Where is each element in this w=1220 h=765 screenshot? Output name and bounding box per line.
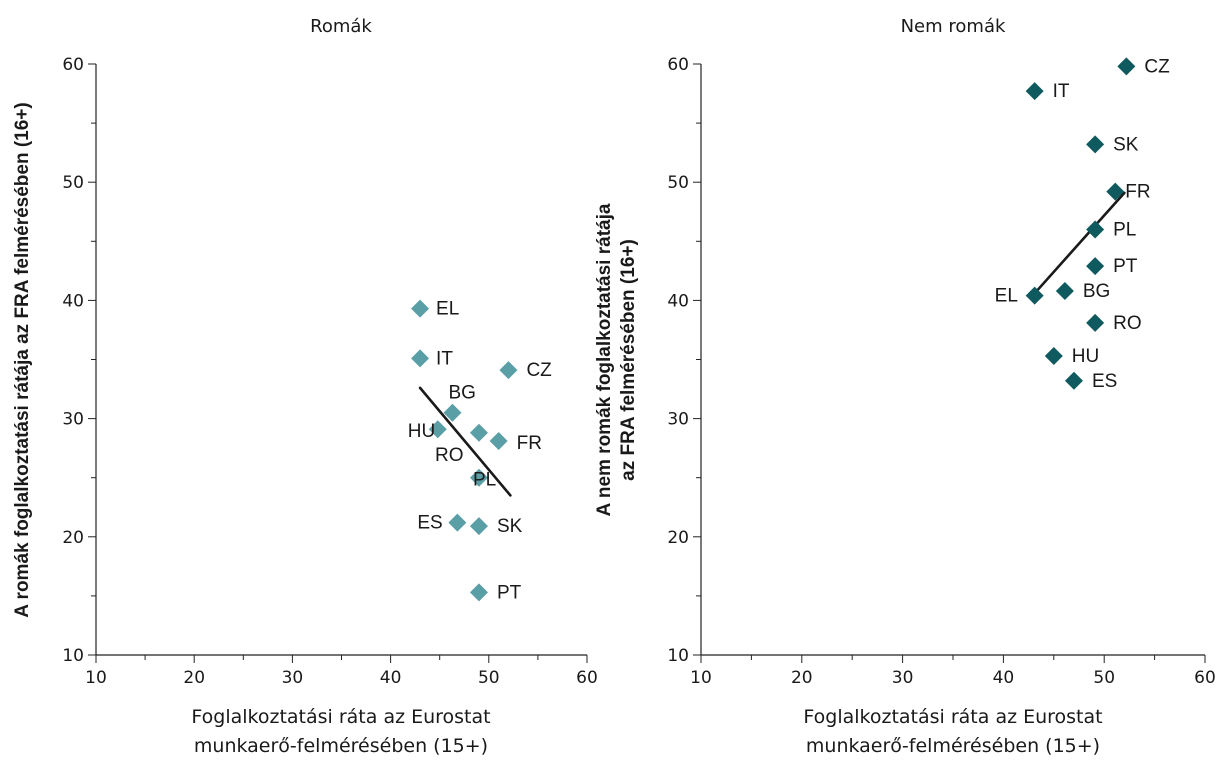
- x-tick-label: 20: [791, 668, 813, 688]
- point-label-it: IT: [1053, 81, 1070, 102]
- point-label-bg: BG: [1083, 281, 1110, 302]
- point-label-pl: PL: [473, 470, 496, 491]
- x-axis-label-line-2: munkaerő-felmérésében (15+): [806, 735, 1100, 757]
- point-label-es: ES: [417, 513, 442, 534]
- data-point-it: [1025, 82, 1044, 101]
- chart-title: Nem romák: [901, 16, 1006, 37]
- y-axis-label-line-1: A romák foglalkoztatási rátája az FRA fe…: [12, 102, 33, 617]
- point-label-el: EL: [436, 299, 459, 320]
- y-tick-label: 40: [667, 291, 689, 311]
- data-point-el: [1025, 286, 1044, 305]
- trend-line: [418, 386, 512, 497]
- point-label-it: IT: [436, 348, 453, 369]
- trend-line: [1033, 191, 1126, 295]
- y-tick-label: 30: [667, 410, 689, 430]
- point-label-hu: HU: [408, 421, 435, 442]
- y-tick-label: 50: [667, 173, 689, 193]
- point-label-cz: CZ: [1144, 56, 1170, 77]
- data-point-es: [448, 513, 467, 532]
- data-point-bg: [443, 403, 462, 422]
- data-point-ro: [469, 423, 488, 442]
- point-label-pl: PL: [1113, 219, 1136, 240]
- point-label-cz: CZ: [526, 360, 552, 381]
- y-tick-label: 60: [62, 55, 84, 75]
- y-tick-label: 10: [62, 646, 84, 666]
- y-tick-label: 50: [62, 173, 84, 193]
- point-label-sk: SK: [497, 516, 523, 537]
- data-point-hu: [428, 420, 447, 439]
- y-tick-label: 30: [62, 410, 84, 430]
- y-tick-label: 20: [62, 528, 84, 548]
- plot-panel-2: 10 20 30 40 50 60 10 20 30 40 50 60 Nem romák Foglalk…: [594, 16, 1216, 757]
- data-point-pt: [1086, 257, 1105, 276]
- x-axis-label-line-1: Foglalkoztatási ráta az Eurostat: [191, 706, 490, 728]
- point-label-fr: FR: [517, 433, 542, 454]
- data-point-cz: [499, 361, 518, 380]
- x-tick-label: 50: [478, 668, 500, 688]
- point-label-fr: FR: [1125, 182, 1150, 203]
- x-axis-label-line-1: Foglalkoztatási ráta az Eurostat: [803, 706, 1102, 728]
- x-tick-label: 30: [892, 668, 914, 688]
- x-tick-label: 40: [380, 668, 402, 688]
- x-tick-label: 30: [282, 668, 304, 688]
- point-label-hu: HU: [1072, 346, 1099, 367]
- data-point-fr: [1106, 182, 1125, 201]
- point-label-sk: SK: [1113, 134, 1139, 155]
- y-axis-label-line-2: az FRA felmérésében (16+): [618, 239, 639, 481]
- data-point-pl: [469, 468, 488, 487]
- data-point-cz: [1117, 57, 1136, 76]
- data-point-es: [1064, 371, 1083, 390]
- data-point-ro: [1086, 313, 1105, 332]
- point-label-pt: PT: [497, 582, 522, 603]
- y-tick-label: 60: [667, 55, 689, 75]
- x-tick-label: 60: [1194, 668, 1216, 688]
- chart-title: Romák: [310, 16, 372, 37]
- data-point-pl: [1086, 220, 1105, 239]
- data-point-pt: [469, 583, 488, 602]
- data-point-el: [411, 299, 430, 318]
- point-label-es: ES: [1092, 371, 1117, 392]
- x-tick-label: 10: [690, 668, 712, 688]
- point-label-ro: RO: [435, 445, 464, 466]
- data-point-it: [411, 349, 430, 368]
- x-tick-label: 20: [183, 668, 205, 688]
- data-point-sk: [1086, 135, 1105, 154]
- data-point-bg: [1055, 281, 1074, 300]
- y-tick-label: 10: [667, 646, 689, 666]
- x-axis-label-line-2: munkaerő-felmérésében (15+): [194, 735, 488, 757]
- plot-panel-1: 10 20 30 40 50 60 10 20 30 40 50 60 Romák Foglalkozta…: [12, 16, 598, 757]
- data-point-hu: [1044, 346, 1063, 365]
- x-tick-label: 10: [85, 668, 107, 688]
- point-label-pt: PT: [1113, 256, 1138, 277]
- point-label-ro: RO: [1113, 313, 1142, 334]
- y-tick-label: 40: [62, 291, 84, 311]
- x-tick-label: 40: [993, 668, 1015, 688]
- y-tick-label: 20: [667, 528, 689, 548]
- x-tick-label: 60: [576, 668, 598, 688]
- x-tick-label: 50: [1093, 668, 1115, 688]
- point-label-bg: BG: [448, 383, 475, 404]
- data-point-fr: [489, 432, 508, 451]
- point-label-el: EL: [995, 286, 1018, 307]
- y-axis-label-line-1: A nem romák foglalkoztatási rátája: [594, 203, 615, 516]
- data-point-sk: [469, 517, 488, 536]
